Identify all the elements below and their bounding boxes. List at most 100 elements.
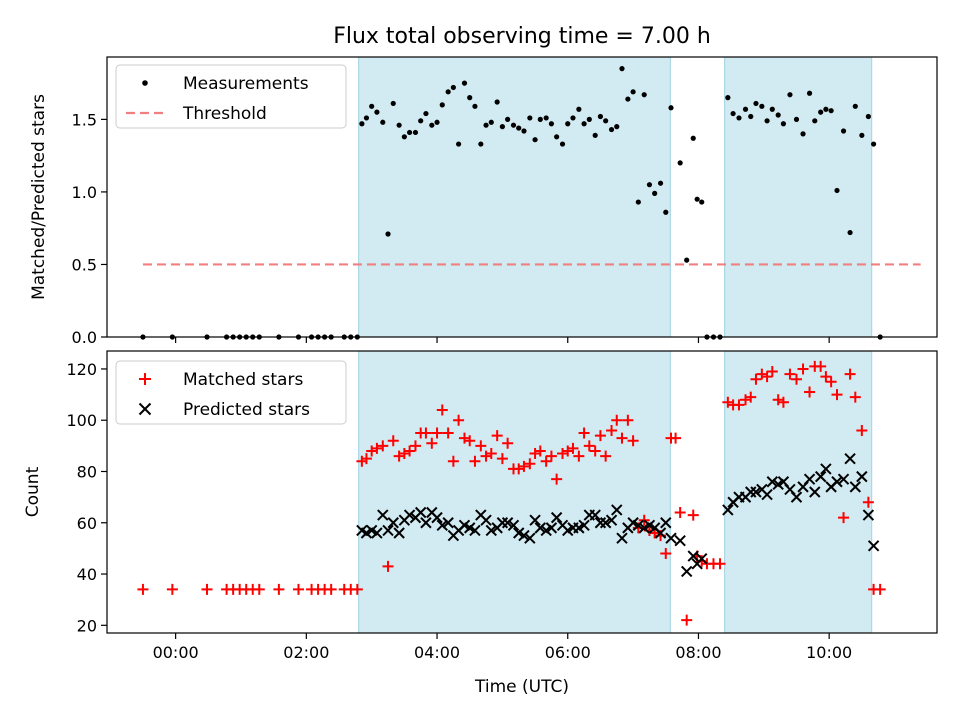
measurement-point [635, 199, 641, 205]
measurement-point [769, 106, 775, 112]
matched-star-point [622, 414, 634, 426]
shaded-interval-1 [358, 57, 671, 337]
legend-label: Matched stars [183, 370, 303, 390]
measurement-point [359, 121, 365, 127]
matched-star-point [611, 414, 623, 426]
measurement-point [828, 108, 834, 114]
predicted-star-point [761, 488, 773, 501]
measurement-point [834, 187, 840, 194]
measurement-point [677, 160, 683, 166]
y-tick-label: 1.5 [72, 110, 97, 129]
measurement-point [472, 103, 478, 109]
measurement-point [494, 99, 500, 105]
predicted-star-point [420, 517, 432, 529]
measurement-point [483, 122, 489, 128]
measurement-point [565, 121, 571, 127]
measurement-point [800, 131, 806, 137]
shaded-interval-2 [724, 351, 872, 633]
matched-star-point [393, 450, 405, 462]
measurement-point [764, 118, 770, 124]
predicted-star-point [809, 486, 821, 498]
matched-star-point [820, 371, 832, 383]
predicted-star-point [611, 504, 623, 516]
top-y-ticks: 0.0 0.5 1.0 1.5 [72, 110, 107, 347]
measurement-point [753, 100, 759, 107]
matched-star-point [351, 583, 363, 595]
matched-star-point [382, 560, 394, 572]
bottom-matched-points [137, 360, 886, 626]
matched-star-point [137, 583, 149, 595]
measurement-point [840, 128, 847, 134]
measurement-point [505, 116, 511, 122]
predicted-star-point [524, 532, 536, 544]
shaded-interval-2 [724, 57, 872, 337]
matched-star-point [600, 450, 612, 462]
matched-star-point [740, 394, 752, 406]
bottom-legend: Matched stars Predicted stars [115, 360, 347, 425]
matched-star-point [201, 583, 213, 595]
predicted-star-point [550, 511, 563, 524]
predicted-star-point [589, 509, 601, 521]
matched-star-point [534, 445, 546, 457]
top-legend: Measurements Threshold [115, 64, 347, 129]
predicted-star-point [632, 519, 645, 532]
measurement-point [625, 96, 631, 102]
predicted-star-point [485, 524, 497, 537]
measurement-point [759, 103, 765, 109]
predicted-star-point [680, 565, 693, 578]
matched-star-point [529, 448, 541, 460]
matched-star-point [431, 427, 443, 439]
legend-label: Predicted stars [183, 400, 310, 420]
matched-star-point [660, 548, 672, 560]
predicted-star-point [687, 550, 699, 562]
measurement-point [748, 113, 754, 120]
matched-star-point [831, 389, 843, 401]
matched-star-point [545, 450, 557, 462]
x-tick-label: 08:00 [675, 643, 721, 662]
top-y-axis-label: Matched/Predicted stars [29, 94, 49, 300]
predicted-star-point [837, 473, 850, 485]
y-tick-label: 0.5 [72, 255, 97, 274]
measurement-point [641, 92, 647, 98]
measurement-point [684, 257, 690, 263]
measurement-point [521, 128, 527, 134]
predicted-star-point [442, 517, 454, 529]
measurement-point [554, 134, 560, 140]
x-tick-label: 02:00 [283, 643, 329, 662]
matched-star-point [578, 427, 590, 439]
matched-star-point [722, 396, 734, 408]
matched-star-point [862, 496, 874, 508]
matched-star-point [253, 583, 265, 595]
legend-label: Measurements [183, 74, 309, 94]
predicted-star-point [578, 519, 590, 532]
bottom-y-ticks: 20 40 60 80 100 120 [66, 360, 107, 635]
measurement-point [461, 80, 468, 86]
measurement-point [363, 115, 370, 121]
matched-star-point [687, 509, 699, 521]
predicted-star-point [862, 509, 875, 521]
measurement-point [630, 89, 636, 95]
predicted-star-point [371, 527, 383, 539]
measurement-point [456, 141, 462, 147]
matched-star-point [469, 455, 481, 467]
legend-marker-predicted [138, 402, 152, 416]
matched-star-point [804, 386, 816, 398]
top-measurement-points [140, 66, 883, 340]
x-tick-label: 00:00 [153, 643, 199, 662]
matched-star-point [815, 360, 827, 372]
matched-star-point [502, 437, 514, 449]
measurement-point [532, 137, 538, 143]
matched-star-point [524, 458, 536, 470]
bottom-axes-frame [106, 350, 938, 634]
predicted-star-point [820, 463, 832, 475]
matched-star-point [777, 396, 789, 408]
measurement-point [847, 229, 853, 236]
bottom-x-ticks: 00:00 02:00 04:00 06:00 08:00 10:00 [153, 633, 852, 662]
matched-star-point [761, 371, 773, 383]
measurement-point [603, 118, 609, 124]
matched-star-point [485, 448, 497, 460]
matched-star-point [166, 583, 178, 595]
matched-star-point [551, 473, 563, 485]
y-tick-label: 120 [66, 360, 97, 379]
measurement-point [787, 92, 793, 98]
